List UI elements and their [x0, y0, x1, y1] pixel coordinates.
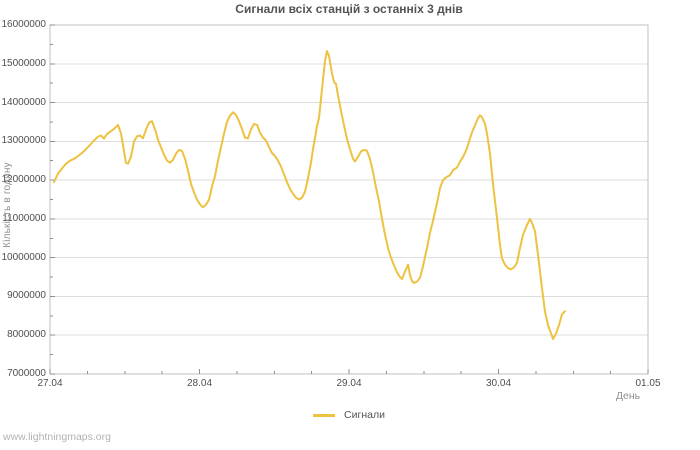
chart-title: Сигнали всіх станцій з останніх 3 днів [235, 2, 463, 16]
x-tick-label: 29.04 [336, 378, 362, 389]
plot-border [49, 24, 649, 375]
legend-line-swatch [313, 413, 336, 417]
legend-label: Сигнали [344, 409, 385, 421]
y-tick-label: 11000000 [2, 212, 46, 224]
y-tick-label: 7000000 [7, 368, 46, 379]
watermark-text: www.lightningmaps.org [3, 431, 111, 443]
y-tick-label: 13000000 [1, 135, 47, 147]
y-tick-label: 10000000 [1, 251, 47, 263]
x-tick-label: 28.04 [186, 378, 213, 389]
x-axis-title: День [615, 390, 641, 402]
signal-line-series [53, 50, 566, 341]
y-tick-label: 15000000 [1, 57, 47, 69]
x-tick-label: 01.05 [635, 378, 661, 389]
x-tick-label: 27.04 [37, 378, 63, 389]
y-tick-label: 12000000 [1, 174, 47, 186]
x-tick-label: 30.04 [485, 378, 512, 389]
y-tick-label: 16000000 [1, 19, 47, 30]
y-tick-label: 9000000 [7, 290, 46, 302]
y-tick-label: 14000000 [1, 96, 47, 108]
y-axis-title: Кількість в годину [2, 162, 13, 248]
legend: Сигнали [313, 409, 385, 421]
y-tick-label: 8000000 [7, 329, 46, 341]
